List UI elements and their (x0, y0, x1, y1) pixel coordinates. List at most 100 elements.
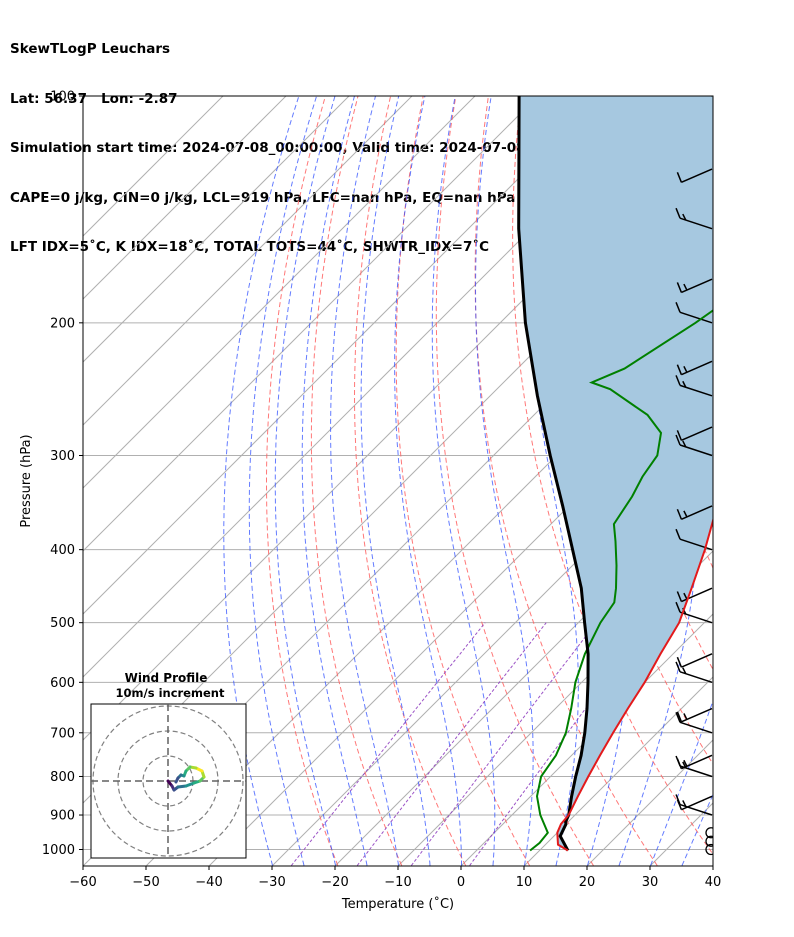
x-tick-label: −50 (132, 875, 159, 890)
isotherm-line (398, 550, 713, 866)
isotherm-line (777, 96, 794, 865)
y-tick-label: 300 (50, 449, 75, 464)
temperature-line (556, 516, 713, 852)
moist-adiabat-line (394, 96, 462, 866)
moist-adiabat-line (248, 96, 318, 866)
parcel-line (517, 96, 590, 852)
dry-adiabat-line (266, 96, 339, 866)
moist-adiabat-line (301, 96, 368, 866)
y-tick-label: 700 (50, 726, 75, 741)
dry-adiabat-line (512, 96, 713, 856)
hodograph-segment (174, 776, 180, 784)
wind-barb (676, 707, 713, 723)
dewpoint-line (529, 309, 713, 852)
dry-adiabat-line (353, 96, 467, 866)
header-location: Lat: 56.37 Lon: -2.87 (10, 90, 178, 107)
isotherm-line (335, 487, 713, 866)
x-axis-label: Temperature (˚C) (341, 896, 454, 912)
wind-barbs (675, 96, 713, 856)
wind-barb (676, 795, 713, 811)
wind-barb (676, 168, 713, 184)
header-indices: LFT IDX=5˚C, K IDX=18˚C, TOTAL TOTS=44˚C… (10, 239, 490, 255)
isotherm-line (83, 96, 287, 300)
y-tick-label: 1000 (42, 843, 75, 858)
hodograph-subtitle: 10m/s increment (116, 686, 225, 700)
x-tick-label: −40 (195, 875, 222, 890)
x-tick-label: −10 (384, 875, 411, 890)
dry-adiabat-line (310, 96, 403, 866)
wind-barb-calm (705, 843, 713, 856)
moist-adiabat-line (431, 96, 496, 866)
y-tick-label: 200 (50, 316, 75, 331)
wind-barb (675, 207, 713, 230)
y-tick-label: 600 (50, 676, 75, 691)
dry-adiabat-line (782, 96, 794, 866)
x-tick-label: 20 (579, 875, 596, 890)
y-tick-label: 500 (50, 616, 75, 631)
moist-adiabat-line (714, 96, 794, 866)
wind-barb-calm (705, 827, 713, 839)
y-axis-label: Pressure (hPa) (19, 434, 34, 527)
mixing-ratio-line (291, 622, 486, 866)
wind-barb (676, 754, 713, 770)
wind-barb (709, 96, 712, 97)
y-axis-ticks: 100 200 300 400 500 600 700 800 900 1000 (42, 90, 83, 858)
chart-header: SkewTLogP Leuchars Lat: 56.37 Lon: -2.87… (10, 8, 626, 272)
y-tick-label: 100 (50, 90, 75, 105)
moist-adiabat-line (681, 793, 713, 866)
x-tick-label: 30 (642, 875, 659, 890)
x-tick-label: −20 (321, 875, 348, 890)
dry-adiabat-line (474, 96, 658, 866)
mixing-ratio-line (356, 622, 547, 866)
y-tick-label: 400 (50, 543, 75, 558)
moist-adiabat-line (223, 96, 300, 866)
moist-adiabat-line (330, 96, 399, 866)
isotherm-line (146, 298, 713, 866)
hodograph-trace (166, 765, 206, 792)
moist-adiabat-line (650, 699, 713, 866)
dry-adiabat-line (435, 96, 594, 866)
x-tick-label: −30 (258, 875, 285, 890)
moist-adiabat-line (618, 96, 700, 866)
mixing-ratio-line (411, 622, 597, 866)
x-tick-label: 40 (705, 875, 722, 890)
wind-barb (676, 505, 713, 520)
header-title: SkewTLogP Leuchars (10, 41, 171, 57)
wind-barb (676, 360, 713, 376)
isotherm-line (83, 96, 413, 426)
wind-barb (675, 661, 713, 684)
wind-barb (675, 528, 713, 551)
wind-barb (676, 587, 713, 603)
wind-barb (675, 712, 713, 734)
x-axis-ticks: −60 −50 −40 −30 −20 −10 0 10 20 30 40 (69, 866, 721, 890)
isotherm-line (83, 96, 224, 237)
isotherm-line (83, 96, 350, 363)
isotherm-line (83, 96, 602, 615)
wind-barb (676, 653, 713, 668)
wind-barb (676, 278, 713, 294)
isotherm-line (83, 96, 476, 489)
hodograph-title: Wind Profile (125, 671, 208, 685)
dry-adiabat-line (717, 96, 794, 866)
dry-adiabat-line (749, 96, 794, 866)
mixing-ratio-line (469, 622, 651, 866)
plot-area (83, 96, 794, 866)
isotherm-line (714, 96, 794, 865)
isotherm-line (83, 96, 539, 552)
cape-shaded-area (518, 96, 713, 851)
x-tick-label: 10 (516, 875, 533, 890)
x-tick-label: 0 (457, 875, 465, 890)
mixing-ratio-lines (291, 622, 651, 866)
y-tick-label: 800 (50, 770, 75, 785)
x-tick-label: −60 (69, 875, 96, 890)
hodograph-inset: Wind Profile 10m/s increment (90, 671, 247, 859)
moist-adiabat-line (274, 96, 336, 866)
wind-barb-calm (705, 835, 713, 847)
wind-barb (676, 426, 713, 442)
y-tick-label: 900 (50, 809, 75, 824)
wind-barb (675, 302, 713, 324)
wind-barb (675, 434, 713, 457)
isotherm-line (524, 676, 713, 866)
dry-adiabat-line (395, 96, 530, 866)
